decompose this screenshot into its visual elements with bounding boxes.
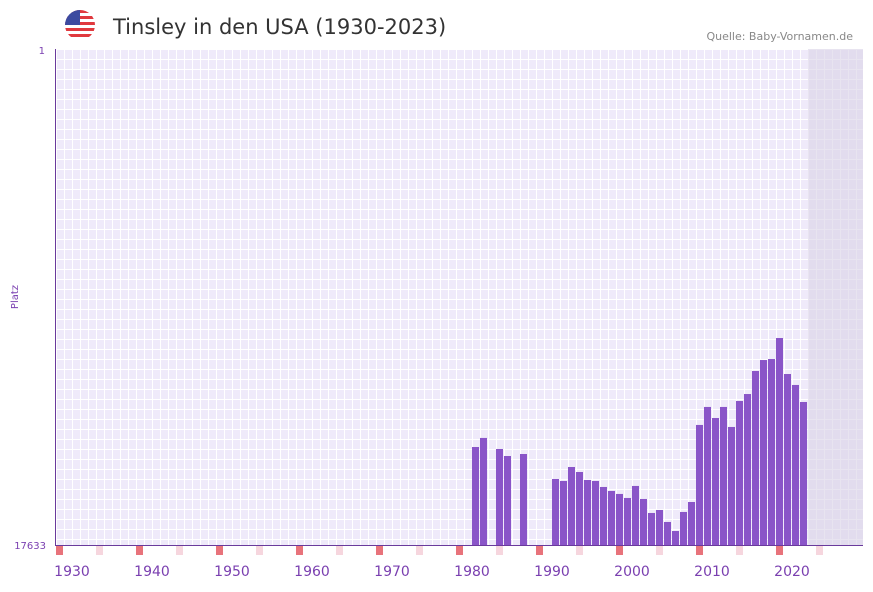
x-tick-label: 1970 bbox=[374, 564, 410, 580]
x-tick-label: 1980 bbox=[454, 564, 490, 580]
bar-2009[interactable] bbox=[704, 406, 711, 545]
bar-2017[interactable] bbox=[768, 359, 775, 545]
bar-2010[interactable] bbox=[712, 417, 719, 545]
bar-2011[interactable] bbox=[720, 406, 727, 545]
year-marker bbox=[376, 546, 383, 555]
x-tick-label: 1940 bbox=[134, 564, 170, 580]
year-marker bbox=[776, 546, 783, 555]
bar-2003[interactable] bbox=[656, 509, 663, 545]
year-marker bbox=[656, 546, 663, 555]
year-marker bbox=[336, 546, 343, 555]
year-marker bbox=[136, 546, 143, 555]
x-tick-label: 1930 bbox=[54, 564, 90, 580]
bar-1983[interactable] bbox=[496, 448, 503, 545]
bar-2012[interactable] bbox=[728, 426, 735, 545]
x-tick-label: 1950 bbox=[214, 564, 250, 580]
bars bbox=[472, 338, 807, 545]
us-flag-icon bbox=[65, 10, 95, 40]
future-shade bbox=[808, 49, 863, 545]
bar-2001[interactable] bbox=[640, 498, 647, 545]
year-markers bbox=[56, 546, 823, 555]
year-marker bbox=[616, 546, 623, 555]
y-axis-label: Platz bbox=[10, 285, 21, 309]
bar-2000[interactable] bbox=[632, 485, 639, 545]
year-marker bbox=[256, 546, 263, 555]
year-marker bbox=[536, 546, 543, 555]
x-tick-label: 1960 bbox=[294, 564, 330, 580]
bar-2004[interactable] bbox=[664, 521, 671, 545]
x-tick-label: 2000 bbox=[614, 564, 650, 580]
bar-1991[interactable] bbox=[560, 480, 567, 545]
bar-2005[interactable] bbox=[672, 531, 679, 545]
bar-2015[interactable] bbox=[752, 370, 759, 545]
year-marker bbox=[456, 546, 463, 555]
year-marker bbox=[416, 546, 423, 555]
year-marker bbox=[816, 546, 823, 555]
bar-1990[interactable] bbox=[552, 478, 559, 545]
year-marker bbox=[96, 546, 103, 555]
year-marker bbox=[296, 546, 303, 555]
bar-2021[interactable] bbox=[800, 401, 807, 545]
year-marker bbox=[576, 546, 583, 555]
year-marker bbox=[56, 546, 63, 555]
bar-1980[interactable] bbox=[472, 447, 479, 545]
bar-2002[interactable] bbox=[648, 512, 655, 545]
bar-1986[interactable] bbox=[520, 454, 527, 545]
x-tick-label: 2020 bbox=[774, 564, 810, 580]
bar-2016[interactable] bbox=[760, 360, 767, 545]
y-tick-bottom: 17633 bbox=[14, 541, 46, 552]
bar-2014[interactable] bbox=[744, 394, 751, 545]
bar-1981[interactable] bbox=[480, 437, 487, 545]
bar-1984[interactable] bbox=[504, 456, 511, 545]
bar-1999[interactable] bbox=[624, 497, 631, 545]
year-marker bbox=[696, 546, 703, 555]
bar-1995[interactable] bbox=[592, 480, 599, 545]
bar-2006[interactable] bbox=[680, 511, 687, 545]
bar-2019[interactable] bbox=[784, 374, 791, 545]
source-label: Quelle: Baby-Vornamen.de bbox=[706, 30, 853, 43]
bar-2013[interactable] bbox=[736, 400, 743, 545]
year-marker bbox=[216, 546, 223, 555]
x-tick-label: 1990 bbox=[534, 564, 570, 580]
y-tick-top: 1 bbox=[39, 46, 45, 57]
chart-title: Tinsley in den USA (1930-2023) bbox=[112, 15, 446, 39]
bar-2020[interactable] bbox=[792, 384, 799, 545]
bar-1994[interactable] bbox=[584, 479, 591, 545]
bar-2008[interactable] bbox=[696, 424, 703, 545]
bar-2007[interactable] bbox=[688, 501, 695, 545]
bar-1992[interactable] bbox=[568, 466, 575, 545]
year-marker bbox=[496, 546, 503, 555]
bar-1998[interactable] bbox=[616, 493, 623, 545]
bar-2018[interactable] bbox=[776, 338, 783, 545]
bar-1997[interactable] bbox=[608, 490, 615, 545]
year-marker bbox=[736, 546, 743, 555]
x-tick-label: 2010 bbox=[694, 564, 730, 580]
bar-1993[interactable] bbox=[576, 471, 583, 545]
year-marker bbox=[176, 546, 183, 555]
bar-1996[interactable] bbox=[600, 486, 607, 545]
x-tick-labels: 1930 1940 1950 1960 1970 1980 1990 2000 2010 2020 bbox=[54, 564, 810, 580]
